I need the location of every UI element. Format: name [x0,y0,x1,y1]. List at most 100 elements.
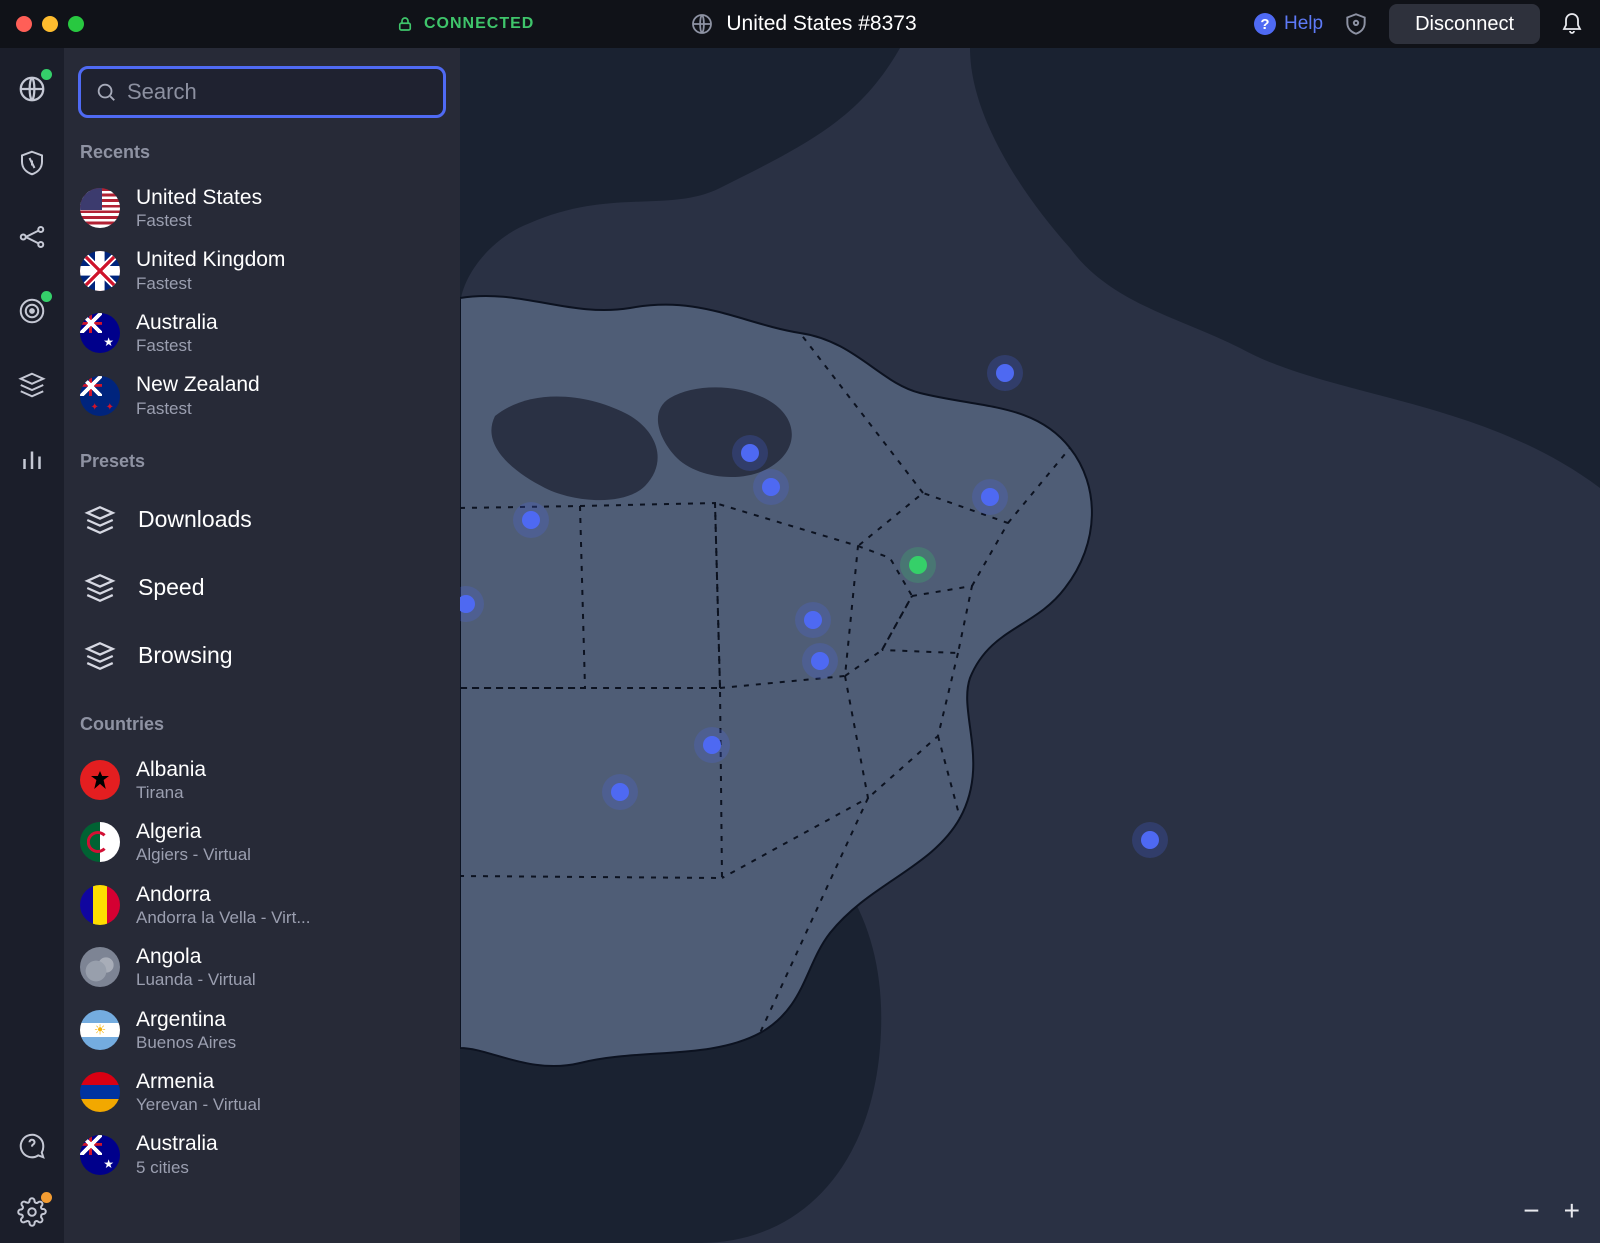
map-pin[interactable] [460,595,475,613]
preset-item[interactable]: Browsing [78,622,446,690]
preset-label: Browsing [138,642,233,669]
search-input[interactable] [127,79,429,105]
connection-status-text: CONNECTED [424,15,534,33]
help-link[interactable]: ? Help [1254,13,1323,35]
globe-icon [690,12,714,36]
recent-item[interactable]: Australia Fastest [78,302,446,364]
recent-name: New Zealand [136,372,260,397]
country-name: Argentina [136,1007,236,1032]
country-sub: Luanda - Virtual [136,969,256,990]
nav-mesh[interactable] [15,220,49,254]
flag-icon [80,1135,120,1175]
window-close-button[interactable] [16,16,32,32]
stack-icon [80,500,120,540]
map-pin[interactable] [741,444,759,462]
flag-icon [80,376,120,416]
window-minimize-button[interactable] [42,16,58,32]
window-maximize-button[interactable] [68,16,84,32]
window-controls [16,16,84,32]
recent-sub: Fastest [136,210,262,231]
preset-label: Speed [138,574,205,601]
map-pin[interactable] [811,652,829,670]
flag-icon [80,251,120,291]
nav-globe[interactable] [15,72,49,106]
country-sub: 5 cities [136,1157,218,1178]
flag-icon [80,947,120,987]
country-sub: Andorra la Vella - Virt... [136,907,311,928]
help-icon: ? [1254,13,1276,35]
country-name: Armenia [136,1069,261,1094]
map-pin[interactable] [762,478,780,496]
recent-sub: Fastest [136,335,218,356]
help-label: Help [1284,13,1323,35]
current-server-label: United States #8373 [726,12,916,36]
recent-item[interactable]: United Kingdom Fastest [78,239,446,301]
map-pin[interactable] [611,783,629,801]
nav-rail [0,48,64,1243]
recent-name: United States [136,185,262,210]
section-recents: Recents [80,142,444,163]
country-item[interactable]: Argentina Buenos Aires [78,999,446,1061]
lock-icon [396,15,414,33]
country-name: Angola [136,944,256,969]
map-pin[interactable] [981,488,999,506]
map-pin[interactable] [909,556,927,574]
country-name: Algeria [136,819,251,844]
zoom-out-button[interactable]: − [1523,1195,1539,1227]
nav-globe-indicator [41,69,52,80]
map-pin[interactable] [703,736,721,754]
map-pin[interactable] [1141,831,1159,849]
section-presets: Presets [80,451,444,472]
country-item[interactable]: Andorra Andorra la Vella - Virt... [78,874,446,936]
zoom-controls: − + [1523,1195,1580,1227]
country-name: Andorra [136,882,311,907]
recent-sub: Fastest [136,398,260,419]
country-name: Australia [136,1131,218,1156]
map-pin[interactable] [804,611,822,629]
country-item[interactable]: Armenia Yerevan - Virtual [78,1061,446,1123]
connection-status: CONNECTED [396,15,534,33]
current-server[interactable]: United States #8373 [690,12,916,36]
country-item[interactable]: Australia 5 cities [78,1123,446,1185]
country-sub: Yerevan - Virtual [136,1094,261,1115]
recent-item[interactable]: United States Fastest [78,177,446,239]
country-item[interactable]: Algeria Algiers - Virtual [78,811,446,873]
map-canvas [460,48,1600,1243]
stack-icon [80,568,120,608]
nav-radar[interactable] [15,294,49,328]
country-sub: Algiers - Virtual [136,844,251,865]
country-item[interactable]: Albania Tirana [78,749,446,811]
nav-settings[interactable] [15,1195,49,1229]
map-pin[interactable] [522,511,540,529]
preset-item[interactable]: Speed [78,554,446,622]
preset-label: Downloads [138,506,252,533]
preset-item[interactable]: Downloads [78,486,446,554]
map-pin[interactable] [996,364,1014,382]
menu-shield-icon[interactable] [1343,11,1369,37]
flag-icon [80,822,120,862]
nav-settings-indicator [41,1192,52,1203]
nav-stats[interactable] [15,442,49,476]
map-view[interactable]: − + [460,48,1600,1243]
zoom-in-button[interactable]: + [1564,1195,1580,1227]
stack-icon [80,636,120,676]
country-name: Albania [136,757,206,782]
section-countries: Countries [80,714,444,735]
recent-sub: Fastest [136,273,285,294]
flag-icon [80,885,120,925]
flag-icon [80,1072,120,1112]
nav-stack[interactable] [15,368,49,402]
bell-icon[interactable] [1560,12,1584,36]
server-panel: Recents United States Fastest United Kin… [64,48,460,1243]
disconnect-button[interactable]: Disconnect [1389,4,1540,44]
search-field[interactable] [78,66,446,118]
country-item[interactable]: Angola Luanda - Virtual [78,936,446,998]
flag-icon [80,760,120,800]
nav-support[interactable] [15,1129,49,1163]
recent-name: United Kingdom [136,247,285,272]
recent-name: Australia [136,310,218,335]
nav-shield[interactable] [15,146,49,180]
recent-item[interactable]: New Zealand Fastest [78,364,446,426]
country-sub: Buenos Aires [136,1032,236,1053]
titlebar: CONNECTED United States #8373 ? Help Dis… [0,0,1600,48]
